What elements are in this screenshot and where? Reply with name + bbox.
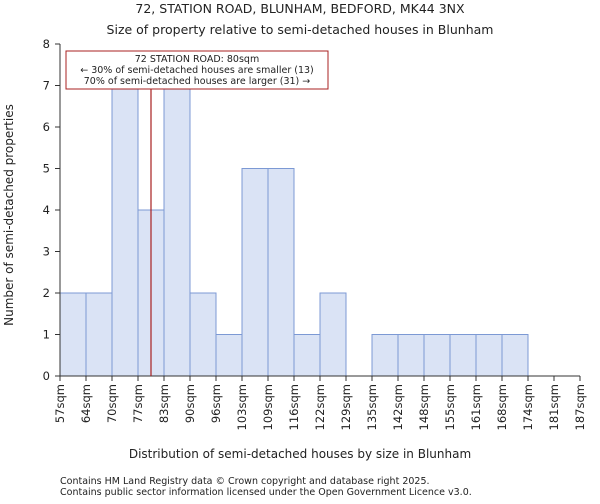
annotation-line-2: ← 30% of semi-detached houses are smalle… — [80, 65, 314, 76]
x-ticks-group: 57sqm 64sqm 70sqm 77sqm 83sqm 90sqm 96sqm 103sq… — [53, 376, 587, 430]
y-tick-label: 8 — [43, 37, 50, 51]
y-tick-label: 7 — [43, 79, 50, 93]
y-axis-label: Number of semi-detached properties — [2, 104, 16, 326]
x-tick-label: 187sqm — [573, 384, 587, 430]
bar-83sqm — [163, 85, 191, 377]
x-tick-label: 57sqm — [53, 384, 67, 423]
x-tick-label: 83sqm — [157, 384, 171, 423]
annotation-box: 72 STATION ROAD: 80sqm ← 30% of semi-det… — [65, 50, 329, 90]
bar-96sqm — [215, 334, 243, 377]
y-tick-label: 6 — [43, 120, 50, 134]
x-tick-label: 135sqm — [365, 384, 379, 430]
y-tick-label: 2 — [43, 286, 50, 300]
bar-70sqm — [111, 85, 139, 377]
x-tick-label: 161sqm — [469, 384, 483, 430]
x-tick-label: 64sqm — [79, 384, 93, 423]
x-tick-label: 155sqm — [443, 384, 457, 430]
bar-116sqm — [293, 334, 321, 377]
x-tick-label: 109sqm — [261, 384, 275, 430]
footer-line-2: Contains public sector information licen… — [60, 487, 472, 498]
footer-line-1: Contains HM Land Registry data © Crown c… — [60, 476, 430, 487]
x-tick-label: 122sqm — [313, 384, 327, 430]
annotation-line-3: 70% of semi-detached houses are larger (… — [84, 76, 311, 87]
y-ticks-group: 0 1 2 3 4 5 6 7 8 — [43, 37, 60, 383]
bar-64sqm — [85, 292, 113, 377]
x-tick-label: 70sqm — [105, 384, 119, 423]
bar-122sqm — [319, 292, 347, 377]
x-axis-label: Distribution of semi-detached houses by … — [129, 447, 471, 461]
bar-57sqm — [59, 292, 87, 377]
chart-subtitle: Size of property relative to semi-detach… — [107, 22, 494, 37]
x-tick-label: 77sqm — [131, 384, 145, 423]
y-tick-label: 5 — [43, 162, 50, 176]
annotation-line-1: 72 STATION ROAD: 80sqm — [135, 54, 259, 65]
x-tick-label: 142sqm — [391, 384, 405, 430]
x-tick-label: 148sqm — [417, 384, 431, 430]
x-tick-label: 129sqm — [339, 384, 353, 430]
bar-148sqm — [423, 334, 451, 377]
bar-90sqm — [189, 292, 217, 377]
bar-168sqm — [501, 334, 529, 377]
bar-142sqm — [397, 334, 425, 377]
bar-161sqm — [475, 334, 503, 377]
y-tick-label: 3 — [43, 245, 50, 259]
bar-155sqm — [449, 334, 477, 377]
x-tick-label: 174sqm — [521, 384, 535, 430]
bars-group — [59, 85, 529, 377]
x-tick-label: 181sqm — [547, 384, 561, 430]
y-tick-label: 4 — [43, 203, 50, 217]
annotation-border — [65, 50, 329, 90]
y-tick-label: 1 — [43, 328, 50, 342]
x-tick-label: 168sqm — [495, 384, 509, 430]
y-tick-label: 0 — [43, 369, 50, 383]
chart-title: 72, STATION ROAD, BLUNHAM, BEDFORD, MK44… — [135, 1, 465, 16]
x-tick-label: 103sqm — [235, 384, 249, 430]
x-tick-label: 96sqm — [209, 384, 223, 423]
bar-135sqm — [371, 334, 399, 377]
x-tick-label: 116sqm — [287, 384, 301, 430]
x-tick-label: 90sqm — [183, 384, 197, 423]
bar-109sqm — [267, 168, 295, 377]
bar-103sqm — [241, 168, 269, 377]
